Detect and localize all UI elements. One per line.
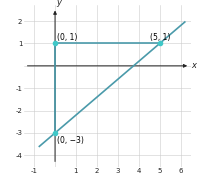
Text: y: y: [56, 0, 61, 7]
Text: (0, −3): (0, −3): [57, 136, 84, 145]
Text: x: x: [191, 61, 196, 70]
Text: (5, 1): (5, 1): [150, 33, 171, 42]
Text: (0, 1): (0, 1): [57, 33, 77, 42]
